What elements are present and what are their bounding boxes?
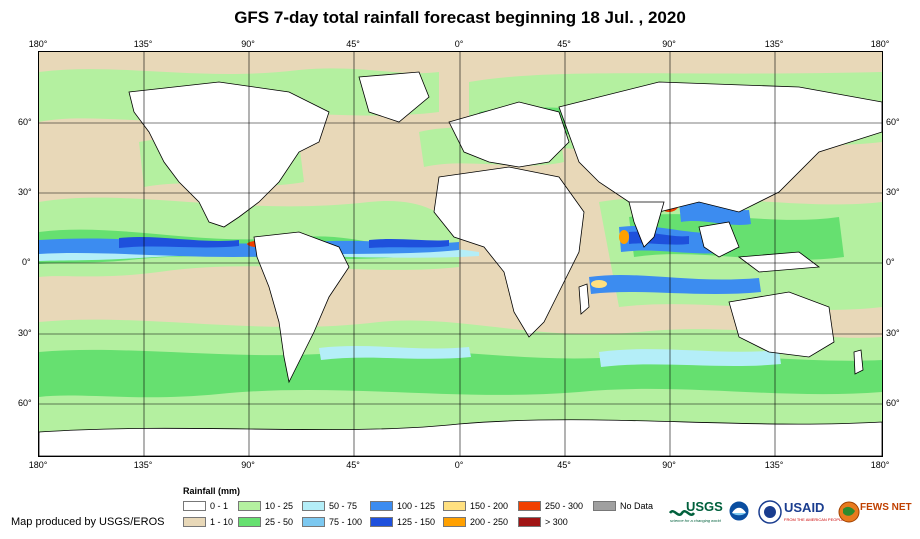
legend-label: > 300	[545, 517, 568, 527]
legend-item-no-data: No Data	[593, 500, 653, 512]
legend-label: 0 - 1	[210, 501, 229, 511]
legend-swatch	[238, 517, 261, 527]
lon-label-top-90e: 90°	[662, 39, 676, 49]
lon-label-bottom-135e: 135°	[764, 460, 784, 470]
lon-label-bottom-135w: 135°	[133, 460, 153, 470]
legend-item-200-250: 200 - 250	[443, 516, 508, 528]
legend-label: 1 - 10	[210, 517, 234, 527]
legend-label: 125 - 150	[397, 517, 436, 527]
legend-swatch	[183, 501, 206, 511]
legend-swatch	[183, 517, 206, 527]
usgs-logo: USGS science for a changing world	[668, 497, 726, 527]
legend-item-10-25: 10 - 25	[238, 500, 293, 512]
lon-label-top-0: 0°	[454, 39, 464, 49]
legend-label: 50 - 75	[329, 501, 358, 511]
legend-swatch	[593, 501, 616, 511]
legend-item-125-150: 125 - 150	[370, 516, 435, 528]
legend-label: 250 - 300	[545, 501, 584, 511]
legend-swatch	[518, 501, 541, 511]
lat-label-left-60n: 60°	[18, 117, 32, 127]
lat-label-left-60s: 60°	[18, 398, 32, 408]
legend-swatch	[238, 501, 261, 511]
lon-label-top-45e: 45°	[557, 39, 571, 49]
land-masses	[39, 71, 882, 456]
lat-label-left-0: 0°	[22, 257, 31, 267]
legend-item-50-75: 50 - 75	[302, 500, 357, 512]
lon-label-top-45w: 45°	[346, 39, 360, 49]
legend-label: No Data	[620, 501, 654, 511]
noaa-icon	[728, 500, 750, 522]
lon-label-bottom-180e: 180°	[870, 460, 890, 470]
lon-label-bottom-180w: 180°	[28, 460, 48, 470]
legend-item-75-100: 75 - 100	[302, 516, 362, 528]
lat-label-right-0: 0°	[886, 257, 895, 267]
lon-label-top-135e: 135°	[764, 39, 784, 49]
fewsnet-logo-text: FEWS NET	[860, 502, 912, 513]
legend-swatch	[443, 517, 466, 527]
fewsnet-logo: FEWS NET	[838, 498, 916, 526]
lon-label-top-180w: 180°	[28, 39, 48, 49]
legend-label: 100 - 125	[397, 501, 436, 511]
legend-label: 25 - 50	[265, 517, 294, 527]
usaid-logo-text: USAID	[784, 500, 825, 515]
lon-label-top-90w: 90°	[241, 39, 255, 49]
legend-item-150-200: 150 - 200	[443, 500, 508, 512]
lat-label-right-30s: 30°	[886, 328, 900, 338]
legend-item-0-1: 0 - 1	[183, 500, 228, 512]
lat-label-right-60n: 60°	[886, 117, 900, 127]
lon-label-bottom-90e: 90°	[662, 460, 676, 470]
map-title: GFS 7-day total rainfall forecast beginn…	[234, 8, 686, 27]
legend-item-1-10: 1 - 10	[183, 516, 233, 528]
legend-swatch	[518, 517, 541, 527]
legend-item-25-50: 25 - 50	[238, 516, 293, 528]
usgs-logo-tagline: science for a changing world	[670, 518, 721, 523]
lat-label-left-30s: 30°	[18, 328, 32, 338]
lon-label-bottom-45w: 45°	[346, 460, 360, 470]
lat-label-right-60s: 60°	[886, 398, 900, 408]
legend-swatch	[302, 517, 325, 527]
lon-label-bottom-45e: 45°	[557, 460, 571, 470]
noaa-logo	[728, 500, 750, 522]
legend-label: 200 - 250	[470, 517, 509, 527]
lon-label-bottom-90w: 90°	[241, 460, 255, 470]
usgs-logo-graphic	[668, 510, 696, 516]
lon-label-bottom-0: 0°	[454, 460, 464, 470]
rainfall-map-canvas	[39, 52, 882, 456]
usaid-logo: USAID FROM THE AMERICAN PEOPLE	[758, 498, 844, 526]
usaid-logo-tagline: FROM THE AMERICAN PEOPLE	[784, 517, 844, 522]
legend-swatch	[443, 501, 466, 511]
rainfall-map	[38, 51, 883, 457]
lat-label-right-30n: 30°	[886, 187, 900, 197]
legend-swatch	[302, 501, 325, 511]
lat-label-left-30n: 30°	[18, 187, 32, 197]
legend-item-250-300: 250 - 300	[518, 500, 583, 512]
legend-swatch	[370, 517, 393, 527]
legend-label: 150 - 200	[470, 501, 509, 511]
legend-item-over-300: > 300	[518, 516, 568, 528]
fewsnet-globe-icon	[838, 501, 860, 523]
legend-label: 75 - 100	[329, 517, 363, 527]
usaid-seal-icon	[758, 500, 782, 524]
map-credit: Map produced by USGS/EROS	[11, 516, 165, 528]
legend-label: 10 - 25	[265, 501, 294, 511]
map-graticule	[39, 52, 882, 456]
legend-item-100-125: 100 - 125	[370, 500, 435, 512]
usgs-logo-text: USGS	[686, 499, 723, 514]
lon-label-top-180e: 180°	[870, 39, 890, 49]
legend-title: Rainfall (mm)	[183, 486, 241, 496]
legend-swatch	[370, 501, 393, 511]
lon-label-top-135w: 135°	[133, 39, 153, 49]
